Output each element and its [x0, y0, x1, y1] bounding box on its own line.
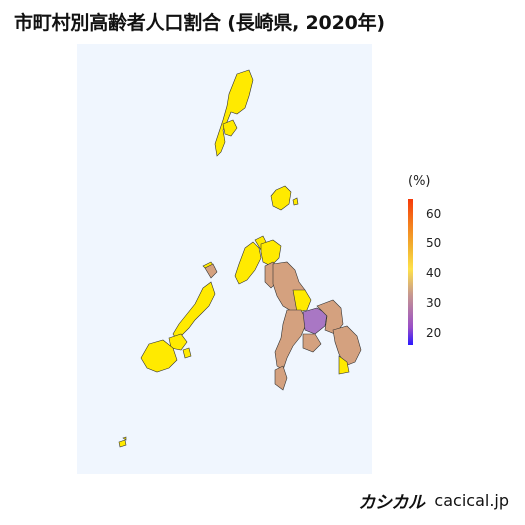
legend-tick-50: 50	[426, 236, 442, 250]
legend-tick-60: 60	[426, 207, 442, 221]
region-south-islands	[118, 436, 127, 448]
region-tsushima	[214, 69, 254, 157]
map-panel	[77, 44, 372, 474]
region-goto-tan	[204, 263, 218, 279]
region-mainland	[272, 261, 362, 391]
site-logo: カシカル	[358, 493, 425, 513]
site-url: cacical.jp	[434, 491, 509, 510]
legend-colorbar	[408, 199, 413, 345]
nagasaki-map	[118, 69, 362, 448]
region-iki	[270, 185, 299, 211]
region-goto	[140, 281, 216, 373]
legend-tick-40: 40	[426, 266, 442, 280]
legend-tick-20: 20	[426, 326, 442, 340]
chart-title: 市町村別高齢者人口割合 (長崎県, 2020年)	[14, 12, 385, 34]
region-north-islands	[202, 235, 282, 285]
legend-tick-30: 30	[426, 296, 442, 310]
credit: カシカル cacical.jp	[358, 488, 509, 513]
legend-unit: (%)	[408, 174, 431, 189]
